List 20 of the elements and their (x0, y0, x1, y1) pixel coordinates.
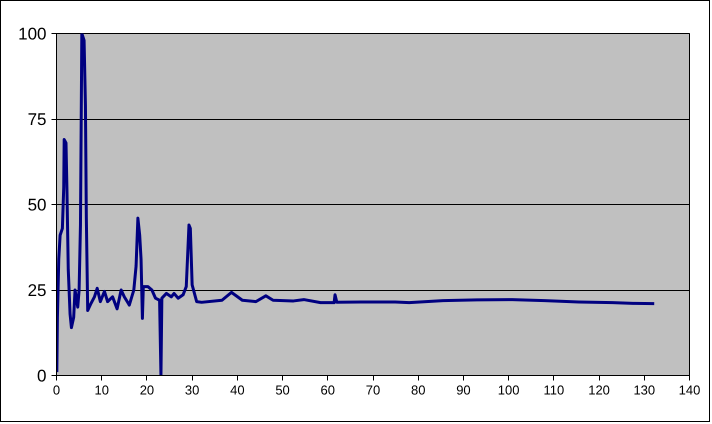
x-tick-label: 40 (230, 382, 245, 398)
y-tick-label: 25 (28, 281, 47, 300)
y-tick-label: 100 (18, 24, 47, 44)
x-tick-label: 140 (678, 382, 700, 398)
x-tick-label: 120 (588, 382, 610, 398)
x-tick-label: 20 (140, 382, 154, 398)
x-tick-label: 90 (456, 382, 471, 398)
x-tick-label: 80 (410, 382, 426, 398)
y-tick-label: 0 (37, 366, 47, 386)
x-tick-label: 70 (366, 382, 380, 398)
x-tick-label: 100 (498, 382, 520, 398)
x-tick-label: 30 (184, 382, 200, 398)
x-tick-label: 10 (94, 382, 109, 398)
x-tick-label: 110 (543, 382, 564, 398)
y-tick-label: 50 (28, 196, 47, 214)
x-tick-label: 50 (275, 382, 290, 398)
y-tick-label: 75 (28, 110, 47, 129)
x-tick-label: 130 (633, 382, 656, 398)
x-tick-label: 60 (320, 382, 336, 398)
x-tick-label: 0 (52, 382, 60, 398)
